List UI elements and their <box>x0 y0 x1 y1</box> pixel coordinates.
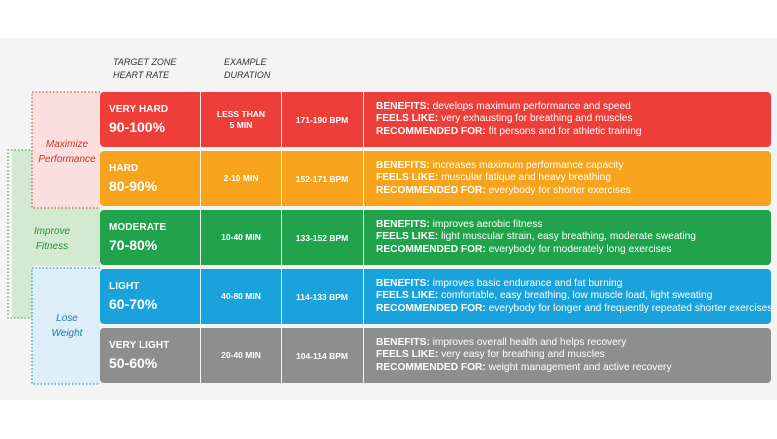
lose-weight-bracket <box>31 267 100 385</box>
benefits-text: improves basic endurance and fat burning <box>429 277 623 289</box>
zone-name: VERY LIGHT <box>109 340 170 351</box>
zone-cell: LIGHT 60-70% <box>100 269 200 324</box>
zone-duration: LESS THAN 5 MIN <box>216 108 266 130</box>
zone-description: BENEFITS: improves basic endurance and f… <box>376 269 771 324</box>
benefits-label: BENEFITS: <box>376 159 430 171</box>
zone-row-hard: HARD 80-90% 2-10 MIN 152-171 BPM BENEFIT… <box>100 151 771 206</box>
feels-label: FEELS LIKE: <box>376 172 439 184</box>
zone-duration: 2-10 MIN <box>223 173 259 183</box>
recommended-text: everybody for shorter exercises <box>485 184 631 196</box>
feels-text: light muscular strain, easy breathing, m… <box>438 231 696 243</box>
recommended-label: RECOMMENDED FOR: <box>376 302 486 314</box>
zone-percent: 90-100% <box>109 119 166 135</box>
zone-name: MODERATE <box>109 222 167 233</box>
benefits-text: improves aerobic fitness <box>429 218 543 230</box>
label-maximize-performance: Maximize Performance <box>38 139 96 165</box>
zone-row-moderate: MODERATE 70-80% 10-40 MIN 133-152 BPM BE… <box>100 210 771 265</box>
improve-fitness-fill <box>12 150 32 318</box>
feels-text: very easy for breathing and muscles <box>438 349 605 361</box>
benefits-text: improves overall health and helps recove… <box>429 336 627 348</box>
zone-bpm: 133-152 BPM <box>295 232 349 243</box>
maximize-performance-bracket <box>31 91 100 209</box>
recommended-text: weight management and active recovery <box>485 361 672 373</box>
recommended-text: everybody for longer and frequently repe… <box>485 302 771 314</box>
benefits-label: BENEFITS: <box>376 100 430 112</box>
feels-text: muscular fatique and heavy breathing <box>438 172 611 184</box>
zone-cell: HARD 80-90% <box>100 151 200 206</box>
zone-percent: 70-80% <box>109 237 158 253</box>
zone-bpm: 171-190 BPM <box>295 114 349 125</box>
header-target-zone: TARGET ZONE HEART RATE <box>113 57 177 80</box>
zone-duration: 10-40 MIN <box>221 232 261 242</box>
lose-weight-fill <box>32 268 100 384</box>
feels-text: very exhausting for breathing and muscle… <box>438 113 633 125</box>
zone-percent: 80-90% <box>109 178 158 194</box>
feels-label: FEELS LIKE: <box>376 231 439 243</box>
zone-name: HARD <box>109 163 139 174</box>
zone-description: BENEFITS: improves aerobic fitness FEELS… <box>376 210 768 265</box>
benefits-text: increases maximum performance capacity <box>429 159 624 171</box>
zone-row-light: LIGHT 60-70% 40-80 MIN 114-133 BPM BENEF… <box>100 269 771 324</box>
zone-duration: 20-40 MIN <box>221 350 261 360</box>
benefits-label: BENEFITS: <box>376 218 430 230</box>
feels-label: FEELS LIKE: <box>376 349 439 361</box>
zone-bpm: 104-114 BPM <box>296 350 348 361</box>
zone-cell: MODERATE 70-80% <box>100 210 200 265</box>
zone-percent: 50-60% <box>109 355 158 371</box>
zone-name: LIGHT <box>109 281 140 292</box>
zone-name: VERY HARD <box>109 104 169 115</box>
recommended-label: RECOMMENDED FOR: <box>376 243 486 255</box>
recommended-text: fit persons and for athletic training <box>485 125 642 137</box>
recommended-label: RECOMMENDED FOR: <box>376 125 486 137</box>
benefits-label: BENEFITS: <box>376 277 430 289</box>
feels-label: FEELS LIKE: <box>376 290 439 302</box>
benefits-text: develops maximum performance and speed <box>429 100 631 112</box>
zone-bpm: 114-133 BPM <box>296 291 348 302</box>
zone-row-very-hard: VERY HARD 90-100% LESS THAN 5 MIN 171-19… <box>100 92 771 147</box>
recommended-text: everybody for moderately long exercises <box>485 243 672 255</box>
recommended-label: RECOMMENDED FOR: <box>376 184 486 196</box>
zone-bpm: 152-171 BPM <box>295 173 349 184</box>
group-brackets <box>7 91 100 385</box>
recommended-label: RECOMMENDED FOR: <box>376 361 486 373</box>
zone-description: BENEFITS: increases maximum performance … <box>376 151 768 206</box>
zone-duration: 40-80 MIN <box>221 291 261 301</box>
maximize-performance-fill <box>32 92 100 208</box>
zone-description: BENEFITS: improves overall health and he… <box>376 328 768 383</box>
zone-row-very-light: VERY LIGHT 50-60% 20-40 MIN 104-114 BPM … <box>100 328 771 383</box>
zone-description: BENEFITS: develops maximum performance a… <box>376 92 768 147</box>
zone-cell: VERY LIGHT 50-60% <box>100 328 200 383</box>
label-improve-fitness: Improve Fitness <box>33 226 71 252</box>
label-lose-weight: Lose Weight <box>51 313 83 339</box>
header-example-duration: EXAMPLE DURATION <box>224 57 271 80</box>
feels-text: comfortable, easy breathing, low muscle … <box>438 290 713 302</box>
zone-cell: VERY HARD 90-100% <box>100 92 200 147</box>
benefits-label: BENEFITS: <box>376 336 430 348</box>
zone-percent: 60-70% <box>109 296 158 312</box>
feels-label: FEELS LIKE: <box>376 113 439 125</box>
